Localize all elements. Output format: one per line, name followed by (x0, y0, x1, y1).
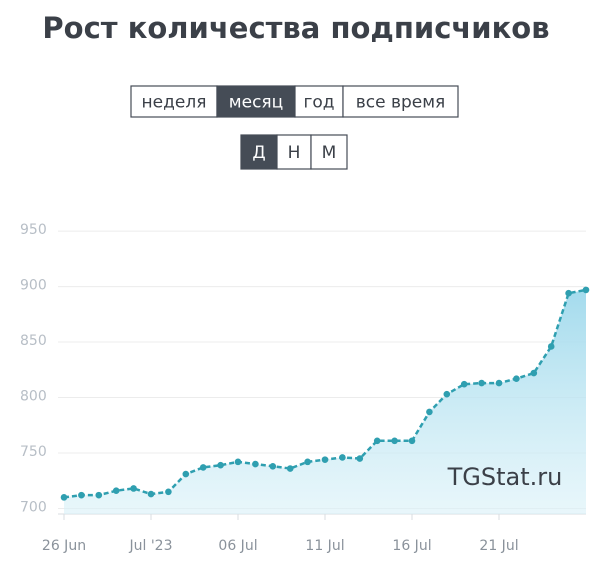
button[interactable] (310, 134, 348, 170)
button[interactable] (294, 85, 344, 118)
point (95, 491, 103, 499)
point (582, 286, 590, 294)
point (495, 379, 503, 387)
point (460, 380, 468, 388)
point (165, 488, 172, 496)
point (182, 470, 190, 478)
point (547, 343, 555, 350)
button-label[interactable]: Н (288, 143, 301, 163)
point (112, 487, 120, 495)
chart-title: Рост количества подписчиков (42, 11, 549, 45)
button-label[interactable]: год (303, 93, 334, 113)
y-tick-label: 800 (20, 389, 47, 405)
button-label[interactable]: Д (252, 143, 265, 163)
y-tick-label: 850 (20, 333, 47, 349)
x-tick-label: 21 Jul (479, 538, 518, 554)
point (252, 460, 259, 468)
button-label[interactable]: все время (356, 93, 446, 113)
button[interactable] (240, 134, 278, 170)
button-label[interactable]: М (322, 143, 337, 163)
y-tick-label: 900 (20, 278, 47, 294)
x-tick-label: 16 Jul (392, 538, 431, 554)
button-label[interactable]: неделя (142, 93, 207, 113)
point (304, 458, 311, 466)
point (356, 455, 364, 462)
point (199, 464, 207, 471)
x-tick-label: 11 Jul (305, 538, 344, 554)
x-tick-label: 06 Jul (218, 538, 257, 554)
point (321, 456, 329, 463)
x-tick-label: 26 Jun (42, 538, 86, 554)
y-tick-label: 750 (20, 444, 47, 460)
point (147, 490, 155, 498)
point (78, 491, 85, 499)
y-tick-label: 950 (20, 222, 47, 238)
point (60, 494, 68, 501)
point (408, 437, 416, 445)
x-tick-label: Jul '23 (128, 538, 172, 554)
point (391, 437, 398, 445)
button[interactable] (276, 134, 312, 170)
point (269, 462, 277, 470)
y-tick-label: 700 (20, 499, 47, 515)
point (478, 379, 485, 387)
point (530, 369, 538, 377)
area (64, 289, 586, 514)
button[interactable] (130, 85, 218, 118)
point (286, 465, 294, 472)
button[interactable] (342, 85, 459, 118)
point (217, 461, 224, 469)
point (234, 458, 242, 466)
point (373, 437, 381, 445)
point (339, 454, 346, 461)
point (565, 289, 572, 297)
watermark: TGStat.ru (447, 463, 563, 491)
point (130, 485, 137, 492)
point (426, 408, 433, 416)
button-label[interactable]: месяц (229, 93, 283, 113)
button[interactable] (216, 85, 296, 118)
point (443, 390, 451, 398)
point (513, 375, 520, 382)
